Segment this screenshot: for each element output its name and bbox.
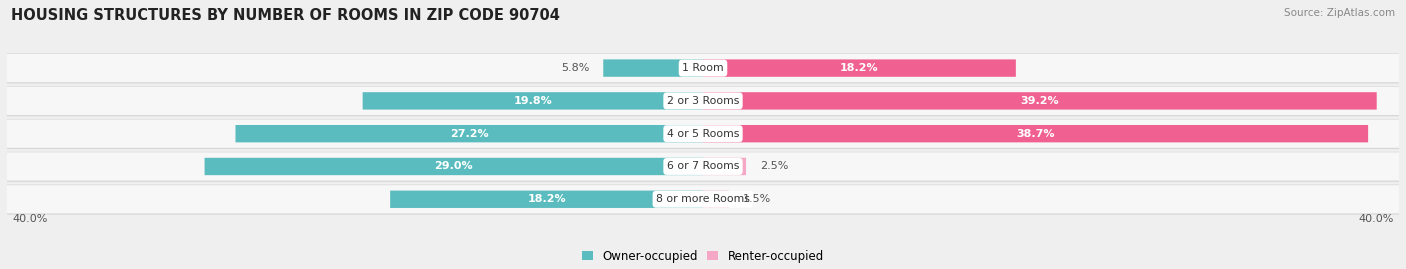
- FancyBboxPatch shape: [389, 190, 703, 208]
- Text: 18.2%: 18.2%: [527, 194, 567, 204]
- FancyBboxPatch shape: [7, 152, 1399, 182]
- Text: 38.7%: 38.7%: [1017, 129, 1054, 139]
- FancyBboxPatch shape: [7, 185, 1399, 215]
- Text: 18.2%: 18.2%: [839, 63, 879, 73]
- Text: 19.8%: 19.8%: [513, 96, 553, 106]
- FancyBboxPatch shape: [7, 86, 1399, 116]
- FancyBboxPatch shape: [7, 152, 1399, 180]
- Text: 5.8%: 5.8%: [561, 63, 589, 73]
- FancyBboxPatch shape: [703, 158, 747, 175]
- Text: 2 or 3 Rooms: 2 or 3 Rooms: [666, 96, 740, 106]
- Text: 40.0%: 40.0%: [1358, 214, 1393, 224]
- Legend: Owner-occupied, Renter-occupied: Owner-occupied, Renter-occupied: [582, 250, 824, 263]
- Text: 40.0%: 40.0%: [13, 214, 48, 224]
- Text: 1.5%: 1.5%: [742, 194, 770, 204]
- FancyBboxPatch shape: [7, 53, 1399, 83]
- Text: HOUSING STRUCTURES BY NUMBER OF ROOMS IN ZIP CODE 90704: HOUSING STRUCTURES BY NUMBER OF ROOMS IN…: [11, 8, 560, 23]
- FancyBboxPatch shape: [363, 92, 703, 109]
- Text: 2.5%: 2.5%: [759, 161, 789, 171]
- Text: 8 or more Rooms: 8 or more Rooms: [657, 194, 749, 204]
- Text: 27.2%: 27.2%: [450, 129, 489, 139]
- Text: 6 or 7 Rooms: 6 or 7 Rooms: [666, 161, 740, 171]
- FancyBboxPatch shape: [7, 185, 1399, 213]
- Text: 29.0%: 29.0%: [434, 161, 474, 171]
- FancyBboxPatch shape: [7, 120, 1399, 148]
- FancyBboxPatch shape: [703, 59, 1017, 77]
- Text: 4 or 5 Rooms: 4 or 5 Rooms: [666, 129, 740, 139]
- FancyBboxPatch shape: [7, 87, 1399, 115]
- FancyBboxPatch shape: [7, 54, 1399, 82]
- Text: 39.2%: 39.2%: [1021, 96, 1059, 106]
- FancyBboxPatch shape: [603, 59, 703, 77]
- FancyBboxPatch shape: [703, 190, 728, 208]
- FancyBboxPatch shape: [235, 125, 703, 142]
- Text: Source: ZipAtlas.com: Source: ZipAtlas.com: [1284, 8, 1395, 18]
- FancyBboxPatch shape: [204, 158, 703, 175]
- FancyBboxPatch shape: [703, 92, 1376, 109]
- Text: 1 Room: 1 Room: [682, 63, 724, 73]
- FancyBboxPatch shape: [7, 119, 1399, 149]
- FancyBboxPatch shape: [703, 125, 1368, 142]
